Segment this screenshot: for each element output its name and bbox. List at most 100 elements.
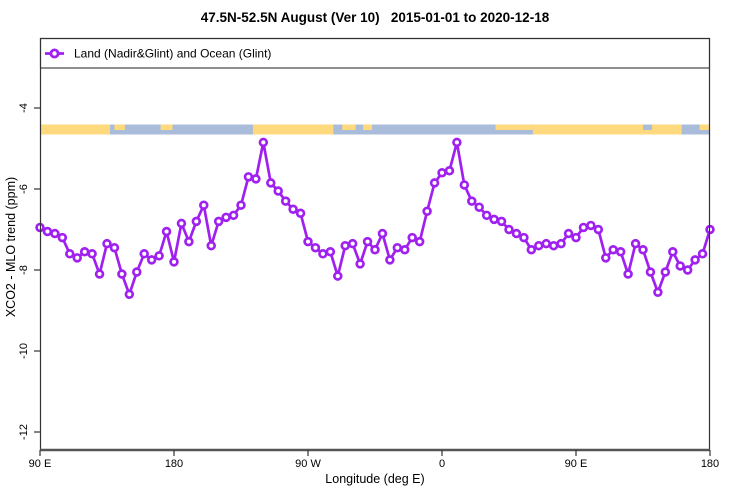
data-point-marker [578,222,589,233]
data-point-marker [496,216,507,227]
data-point-marker [191,216,202,227]
data-point-marker [117,269,127,279]
x-tick-label: 90 W [295,458,321,470]
ocean-band [40,124,710,135]
data-point-marker [630,238,641,249]
data-point-marker [444,166,455,176]
data-point-marker [645,267,656,277]
data-point-marker [370,245,380,255]
legend-key [45,48,64,59]
data-point-marker [519,232,529,243]
data-point-marker [206,240,216,251]
data-point-marker [258,137,269,148]
data-point-marker [273,186,283,196]
data-point-marker [228,210,239,221]
data-point-marker [184,236,194,247]
x-tick-label: 90 E [29,458,52,470]
y-tick-label: -4 [18,103,30,113]
data-point-marker [504,224,514,235]
data-point-marker [124,289,135,300]
data-point-marker [385,255,395,265]
data-point-marker [251,174,261,184]
y-tick-label: -6 [18,184,30,194]
land-segment [40,124,110,135]
data-point-marker [615,247,626,257]
data-point-marker [355,259,365,269]
land-ocean-map-strip [40,124,710,135]
data-point-marker [161,226,172,237]
data-point-marker [236,200,246,210]
data-point-marker [660,267,671,277]
data-point-marker [452,137,462,148]
data-point-marker [675,261,685,271]
data-point-marker [429,178,440,188]
data-series [35,137,715,300]
data-point-marker [392,242,403,253]
data-point-marker [653,287,663,298]
data-point-marker [511,228,522,239]
data-point-marker [65,249,75,259]
x-tick-label: 180 [165,458,183,470]
data-point-marker [608,245,618,255]
legend-box [39,37,711,69]
data-point-marker [303,236,313,247]
data-point-marker [690,255,700,265]
data-point-marker [422,206,432,217]
data-point-marker [340,240,350,251]
data-point-marker [72,253,82,263]
data-point-marker [310,242,321,253]
data-point-marker [213,216,224,227]
ocean-patch [643,124,652,130]
data-point-marker [333,271,343,281]
data-point-marker [318,249,328,259]
axis-ticks: 90 E 180 90 W 0 90 E 180 -4 -6 -8 -10 -12 [18,103,719,470]
data-point-marker [347,238,358,249]
y-tick-label: -12 [18,424,30,440]
data-point-marker [176,218,187,229]
y-tick-label: -10 [18,343,30,359]
data-point-marker [638,245,648,255]
legend-circle-marker-icon [49,48,60,59]
data-point-marker [571,232,581,243]
data-point-marker [400,245,410,255]
y-axis-title: XCO2 - MLO trend (ppm) [4,177,18,317]
data-point-marker [169,257,179,267]
data-point-marker [243,172,254,182]
data-point-marker [50,228,60,239]
chart-title: 47.5N-52.5N August (Ver 10) 2015-01-01 t… [201,10,550,25]
data-point-marker [668,247,678,257]
data-point-marker [79,247,90,257]
data-point-marker [407,232,417,243]
data-point-marker [586,220,596,231]
x-tick-label: 90 E [565,458,588,470]
land-patch [495,124,533,130]
data-point-marker [362,236,373,247]
data-point-marker [474,202,484,212]
data-point-marker [288,204,298,215]
data-point-marker [623,269,633,279]
data-point-marker [534,240,544,251]
data-point-marker [414,236,425,247]
data-point-marker [526,245,537,255]
land-patch [114,124,125,130]
data-point-marker [682,265,693,275]
data-point-marker [146,255,157,265]
x-axis-title: Longitude (deg E) [325,472,424,486]
data-point-marker [87,249,97,259]
data-point-marker [541,238,551,249]
land-patch [699,124,710,130]
data-point-marker [154,251,164,261]
data-point-marker [437,168,447,178]
data-point-marker [556,238,566,249]
data-point-marker [132,267,142,277]
data-point-marker [377,228,388,239]
data-point-marker [489,214,499,225]
land-segment [252,124,334,135]
data-point-marker [481,210,492,221]
data-point-marker [697,249,708,259]
data-point-marker [139,249,149,259]
land-patch [160,124,173,130]
data-point-marker [459,180,470,190]
data-point-marker [266,178,276,188]
